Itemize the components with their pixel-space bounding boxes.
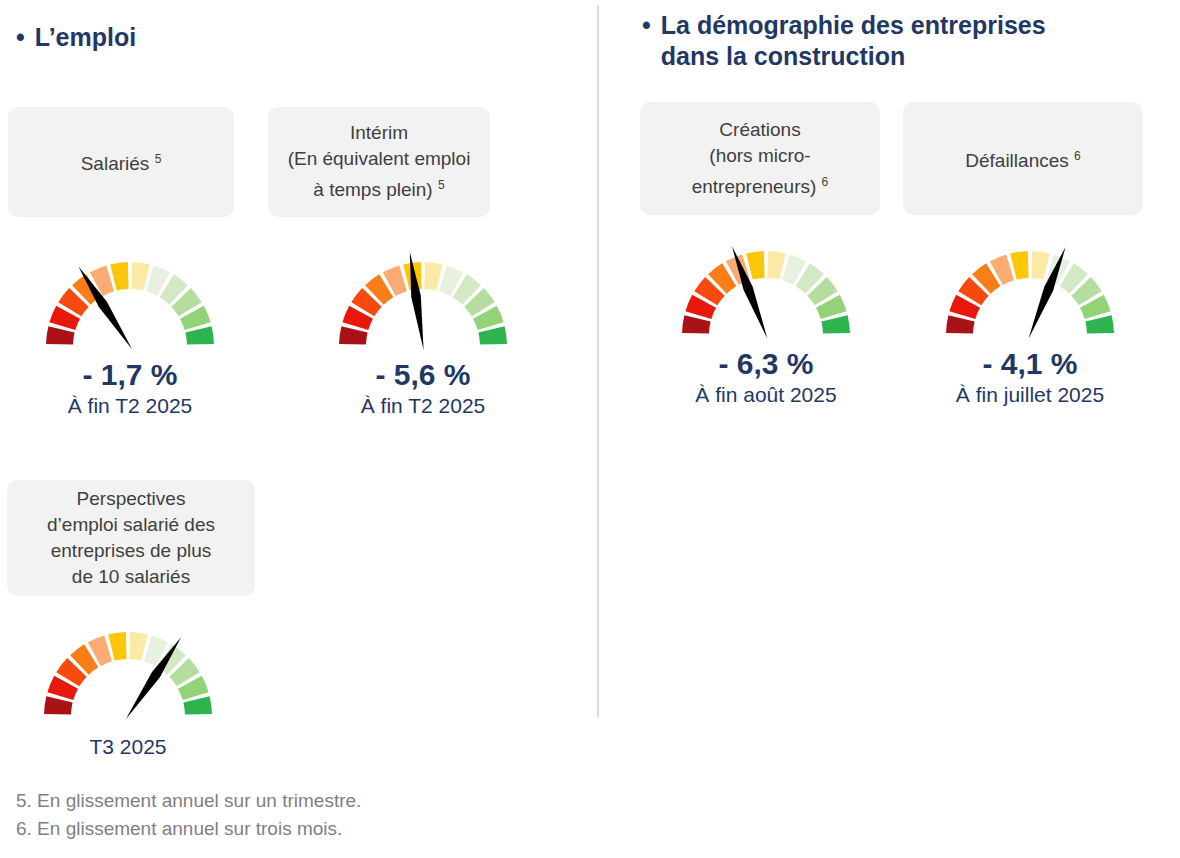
gauge-segment <box>108 632 126 661</box>
footnote-5: 5. En glissement annuel sur un trimestre… <box>16 787 361 815</box>
gauge-segment <box>821 315 850 333</box>
gauge-dial-icon <box>28 608 228 726</box>
gauge-value: - 6,3 % <box>718 347 813 381</box>
card-label-line: de 10 salariés <box>72 564 190 590</box>
gauge-value: - 4,1 % <box>982 347 1077 381</box>
card-label-line: Salariés 5 <box>81 146 162 177</box>
gauge-segment <box>946 315 975 333</box>
gauge-period: À fin T2 2025 <box>361 393 486 419</box>
gauge-value: - 1,7 % <box>82 358 177 392</box>
section-title-text-line2: dans la construction <box>661 41 1046 72</box>
bullet-icon: • <box>642 10 651 41</box>
bullet-icon: • <box>16 22 25 53</box>
gauge-creations: - 6,3 % À fin août 2025 <box>666 227 866 408</box>
gauge-segment <box>44 696 73 714</box>
gauge-value: - 5,6 % <box>375 358 470 392</box>
footnote-6: 6. En glissement annuel sur trois mois. <box>16 815 361 843</box>
card-salaries: Salariés 5 <box>8 107 234 217</box>
gauge-dial-icon <box>323 238 523 356</box>
gauge-interim: - 5,6 % À fin T2 2025 <box>323 238 523 419</box>
gauge-segment <box>424 262 442 291</box>
footnote-ref: 6 <box>822 175 829 189</box>
gauge-period: T3 2025 <box>89 734 166 760</box>
gauge-segment <box>1085 315 1114 333</box>
gauge-perspectives: T3 2025 <box>28 608 228 760</box>
gauge-segment <box>1010 251 1028 280</box>
card-label-line: (hors micro- <box>709 143 810 169</box>
section-title-demographie: • La démographie des entreprises dans la… <box>642 10 1162 72</box>
gauge-segment <box>183 696 212 714</box>
gauge-defaillances: - 4,1 % À fin juillet 2025 <box>930 227 1130 408</box>
section-title-text: L’emploi <box>35 22 136 53</box>
card-interim: Intérim(En équivalent emploià temps plei… <box>268 107 490 217</box>
gauge-period: À fin T2 2025 <box>68 393 193 419</box>
card-creations: Créations(hors micro-entrepreneurs) 6 <box>640 102 880 215</box>
gauge-segment <box>46 326 75 344</box>
section-title-text-line1: La démographie des entreprises <box>661 10 1046 41</box>
gauge-segment <box>129 632 147 661</box>
gauge-segment <box>746 251 764 280</box>
gauge-segment <box>110 262 128 291</box>
gauge-dial-icon <box>666 227 866 345</box>
card-label-line: d’emploi salarié des <box>47 512 215 538</box>
card-label-line: Intérim <box>350 120 408 146</box>
gauge-segment <box>339 326 368 344</box>
card-perspectives: Perspectivesd’emploi salarié desentrepri… <box>7 480 255 596</box>
gauge-dial-icon <box>30 238 230 356</box>
gauge-segment <box>682 315 711 333</box>
gauge-segment <box>131 262 149 291</box>
card-label-line: Créations <box>719 117 800 143</box>
gauge-period: À fin juillet 2025 <box>956 382 1104 408</box>
card-label-line: entrepreneurs) 6 <box>692 169 829 200</box>
gauge-period: À fin août 2025 <box>695 382 836 408</box>
section-title-emploi: • L’emploi <box>16 22 136 53</box>
card-label-line: entreprises de plus <box>51 538 212 564</box>
gauge-segment <box>1031 251 1049 280</box>
card-label-line: Perspectives <box>77 486 186 512</box>
footnote-ref: 5 <box>438 178 445 192</box>
footnotes: 5. En glissement annuel sur un trimestre… <box>16 787 361 843</box>
footnote-ref: 5 <box>155 152 162 166</box>
card-label-line: Défaillances 6 <box>965 143 1080 174</box>
card-label-line: (En équivalent emploi <box>288 146 471 172</box>
card-label-line: à temps plein) 5 <box>313 172 444 203</box>
section-divider <box>597 5 599 717</box>
gauge-salaries: - 1,7 % À fin T2 2025 <box>30 238 230 419</box>
footnote-ref: 6 <box>1074 149 1081 163</box>
gauge-dial-icon <box>930 227 1130 345</box>
gauge-segment <box>185 326 214 344</box>
card-defaillances: Défaillances 6 <box>903 102 1143 215</box>
gauge-segment <box>478 326 507 344</box>
gauge-segment <box>767 251 785 280</box>
